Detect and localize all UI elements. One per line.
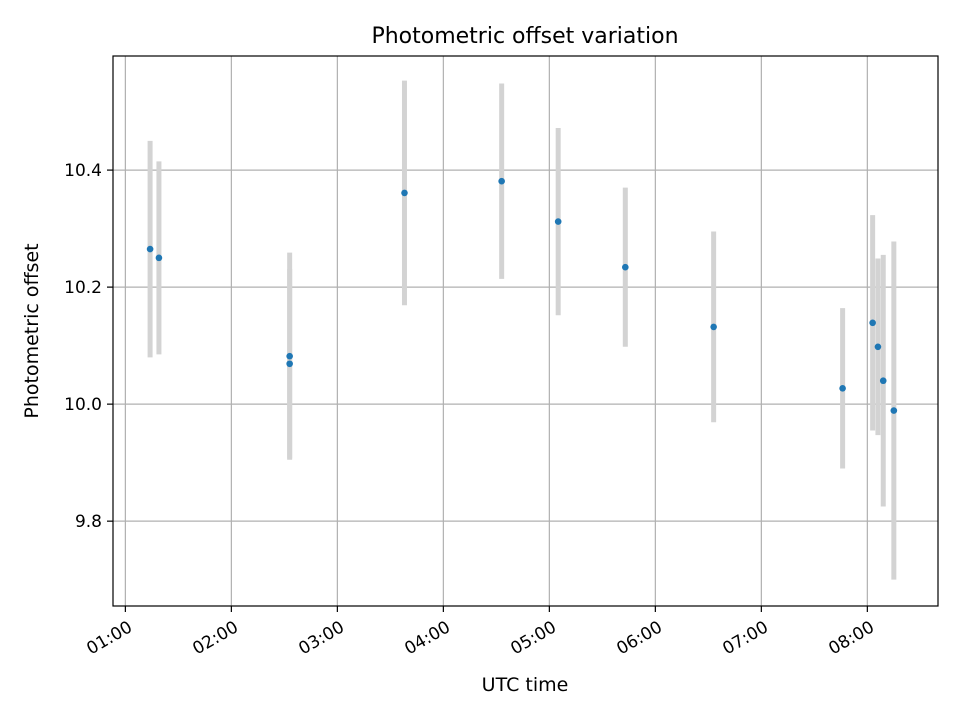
data-points: [146, 177, 898, 414]
y-tick-label: 10.4: [64, 161, 102, 181]
data-point: [498, 177, 505, 185]
data-point: [155, 254, 163, 262]
plot-frame: [112, 55, 939, 607]
data-point: [710, 323, 717, 331]
data-point: [554, 218, 562, 225]
data-point: [286, 352, 293, 360]
chart-title: Photometric offset variation: [371, 24, 678, 49]
y-axis-label: Photometric offset: [21, 243, 43, 418]
y-tick-label: 9.8: [75, 512, 102, 532]
data-point: [890, 407, 898, 414]
data-point: [869, 319, 876, 327]
y-tick-label: 10.2: [64, 278, 102, 298]
data-point: [874, 343, 882, 351]
x-axis-label: UTC time: [482, 674, 569, 696]
data-point: [146, 245, 154, 253]
grid-lines: [113, 56, 938, 606]
data-point: [622, 263, 629, 271]
data-point: [401, 189, 408, 197]
y-tick-label: 10.0: [64, 395, 102, 415]
data-point: [879, 377, 887, 385]
data-point: [286, 360, 293, 368]
data-point: [839, 385, 846, 392]
